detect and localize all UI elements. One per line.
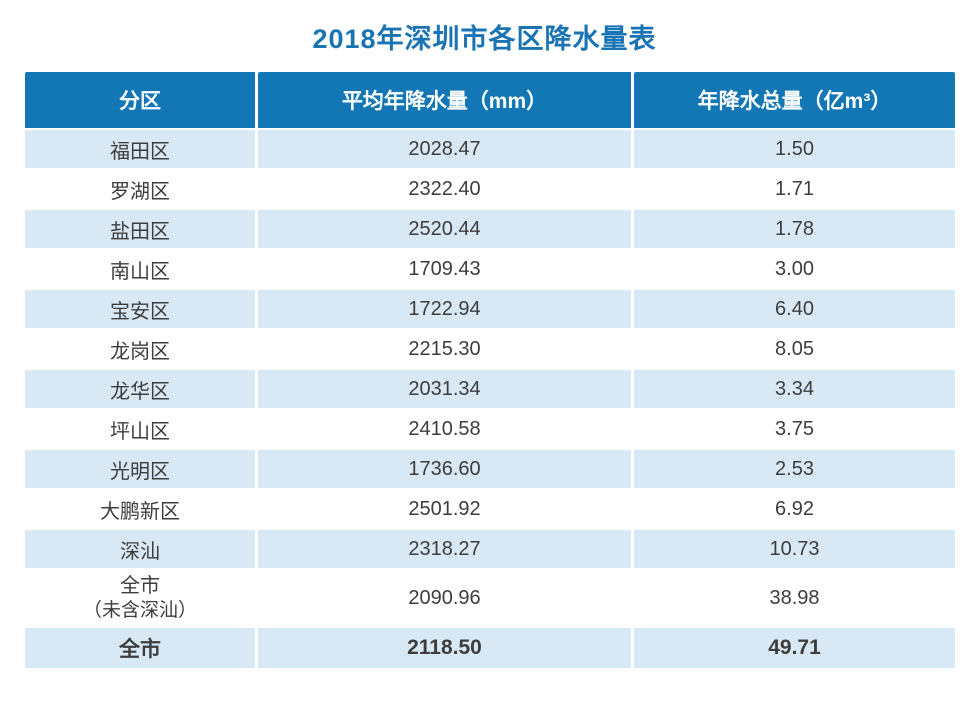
total-rainfall-cell: 3.00 — [634, 250, 955, 290]
district-cell: 盐田区 — [25, 210, 258, 250]
district-cell: 光明区 — [25, 450, 258, 490]
table-row: 全市 （未含深汕） 2090.96 38.98 — [25, 570, 955, 628]
total-rainfall-cell: 10.73 — [634, 530, 955, 570]
column-header-district: 分区 — [25, 72, 258, 130]
total-rainfall-cell: 1.78 — [634, 210, 955, 250]
avg-rainfall-cell: 2322.40 — [258, 170, 634, 210]
table-row: 宝安区 1722.94 6.40 — [25, 290, 955, 330]
district-cell: 罗湖区 — [25, 170, 258, 210]
avg-rainfall-cell: 2318.27 — [258, 530, 634, 570]
avg-rainfall-cell: 1722.94 — [258, 290, 634, 330]
page-title: 2018年深圳市各区降水量表 — [312, 24, 657, 54]
avg-rainfall-cell: 2520.44 — [258, 210, 634, 250]
avg-rainfall-cell: 2090.96 — [258, 570, 634, 628]
district-cell: 全市 — [25, 628, 258, 670]
total-rainfall-cell: 49.71 — [634, 628, 955, 670]
table-row: 深汕 2318.27 10.73 — [25, 530, 955, 570]
table-row: 大鹏新区 2501.92 6.92 — [25, 490, 955, 530]
table-row: 南山区 1709.43 3.00 — [25, 250, 955, 290]
district-cell: 大鹏新区 — [25, 490, 258, 530]
table-row: 福田区 2028.47 1.50 — [25, 130, 955, 170]
column-header-total-rainfall: 年降水总量（亿m³） — [634, 72, 955, 130]
district-cell: 全市 （未含深汕） — [25, 570, 258, 628]
total-rainfall-cell: 8.05 — [634, 330, 955, 370]
avg-rainfall-cell: 2215.30 — [258, 330, 634, 370]
avg-rainfall-cell: 2118.50 — [258, 628, 634, 670]
table-row: 坪山区 2410.58 3.75 — [25, 410, 955, 450]
total-rainfall-cell: 3.75 — [634, 410, 955, 450]
total-rainfall-cell: 3.34 — [634, 370, 955, 410]
rainfall-table: 分区 平均年降水量（mm） 年降水总量（亿m³） 福田区 2028.47 1.5… — [25, 72, 955, 670]
district-cell: 龙岗区 — [25, 330, 258, 370]
table-row: 龙华区 2031.34 3.34 — [25, 370, 955, 410]
district-cell: 福田区 — [25, 130, 258, 170]
avg-rainfall-cell: 1736.60 — [258, 450, 634, 490]
district-cell: 坪山区 — [25, 410, 258, 450]
avg-rainfall-cell: 2501.92 — [258, 490, 634, 530]
table-row: 罗湖区 2322.40 1.71 — [25, 170, 955, 210]
avg-rainfall-cell: 2031.34 — [258, 370, 634, 410]
total-rainfall-cell: 1.71 — [634, 170, 955, 210]
total-rainfall-cell: 2.53 — [634, 450, 955, 490]
total-rainfall-cell: 6.40 — [634, 290, 955, 330]
table-row: 盐田区 2520.44 1.78 — [25, 210, 955, 250]
avg-rainfall-cell: 2028.47 — [258, 130, 634, 170]
district-name-note: （未含深汕） — [82, 599, 197, 621]
table-header-row: 分区 平均年降水量（mm） 年降水总量（亿m³） — [25, 72, 955, 130]
column-header-avg-rainfall: 平均年降水量（mm） — [258, 72, 634, 130]
table-row: 龙岗区 2215.30 8.05 — [25, 330, 955, 370]
district-cell: 宝安区 — [25, 290, 258, 330]
avg-rainfall-cell: 2410.58 — [258, 410, 634, 450]
total-rainfall-cell: 38.98 — [634, 570, 955, 628]
total-rainfall-cell: 6.92 — [634, 490, 955, 530]
district-cell: 龙华区 — [25, 370, 258, 410]
table-row: 光明区 1736.60 2.53 — [25, 450, 955, 490]
district-cell: 深汕 — [25, 530, 258, 570]
district-name: 全市 — [120, 574, 160, 597]
total-rainfall-cell: 1.50 — [634, 130, 955, 170]
table-row-total: 全市 2118.50 49.71 — [25, 628, 955, 670]
district-cell: 南山区 — [25, 250, 258, 290]
avg-rainfall-cell: 1709.43 — [258, 250, 634, 290]
